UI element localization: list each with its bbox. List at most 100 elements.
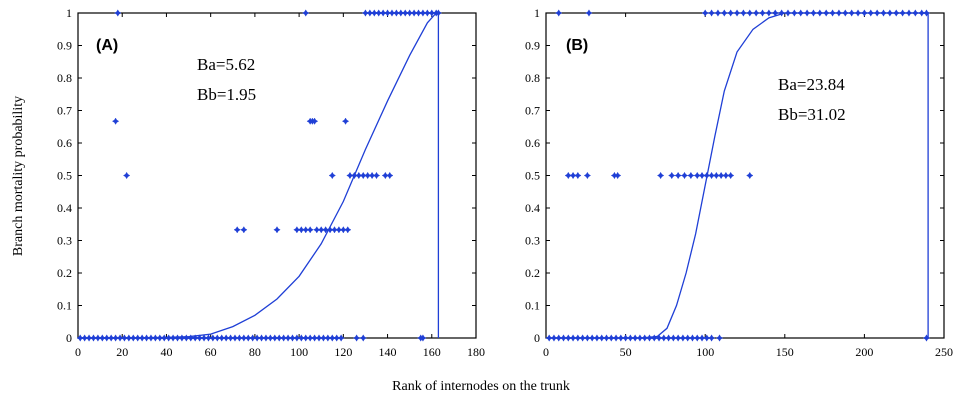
data-point [668, 171, 676, 180]
data-point [922, 334, 931, 342]
data-point [284, 334, 292, 342]
data-point [235, 334, 243, 342]
data-point [873, 9, 881, 17]
data-point [714, 9, 722, 17]
y-tick-label: 0.8 [525, 71, 540, 85]
x-tick-label: 140 [379, 345, 397, 359]
data-point [231, 334, 239, 342]
data-point [326, 226, 334, 234]
data-point [765, 9, 773, 17]
data-point [302, 334, 310, 342]
data-point [778, 9, 786, 17]
data-point [564, 171, 572, 180]
data-point [209, 334, 217, 342]
data-point [200, 334, 208, 342]
data-point [330, 226, 339, 234]
data-point [693, 171, 701, 180]
data-point [410, 9, 418, 17]
data-point [375, 9, 383, 17]
data-point [428, 9, 436, 17]
y-tick-label: 0.7 [57, 104, 72, 118]
data-point [112, 117, 120, 125]
panel-label: (B) [566, 37, 588, 54]
data-point [134, 334, 142, 342]
data-point [366, 9, 374, 17]
data-point [669, 334, 677, 342]
data-point [169, 334, 177, 342]
x-tick-label: 250 [935, 345, 953, 359]
data-point [684, 334, 692, 342]
data-point [828, 9, 837, 17]
data-point [103, 334, 111, 342]
y-tick-label: 0.8 [57, 71, 72, 85]
data-point [698, 171, 706, 180]
data-point [727, 171, 735, 180]
data-point [712, 171, 720, 180]
data-point [879, 9, 888, 17]
data-point [116, 334, 124, 342]
parameter-annotation: Bb=31.02 [778, 105, 846, 124]
data-point [660, 334, 668, 342]
data-point [707, 334, 716, 342]
x-tick-label: 180 [467, 345, 485, 359]
data-point [388, 9, 396, 17]
data-point [636, 334, 644, 342]
data-point [899, 9, 907, 17]
data-point [253, 334, 261, 342]
y-tick-label: 0.1 [57, 299, 72, 313]
data-point [848, 9, 856, 17]
data-point [918, 9, 926, 17]
parameter-annotation: Ba=5.62 [197, 55, 255, 74]
data-point [151, 334, 159, 342]
data-point [641, 334, 649, 342]
y-tick-label: 0.7 [525, 104, 540, 118]
data-point [165, 334, 173, 342]
data-point [720, 9, 728, 17]
y-tick-label: 1 [534, 6, 540, 20]
data-point [249, 334, 257, 342]
data-point [123, 171, 131, 180]
data-point [386, 171, 394, 180]
data-point [585, 9, 593, 17]
data-point [559, 334, 568, 342]
data-point [707, 171, 716, 180]
y-tick-label: 1 [66, 6, 72, 20]
y-tick-label: 0.9 [525, 39, 540, 53]
data-point [717, 171, 725, 180]
data-point [322, 226, 330, 234]
data-point [240, 334, 248, 342]
data-point [147, 334, 155, 342]
data-point [187, 334, 195, 342]
data-point [784, 9, 792, 17]
x-tick-label: 60 [205, 345, 217, 359]
data-point [328, 171, 336, 180]
data-point [809, 9, 818, 17]
data-point [657, 171, 665, 180]
data-point [233, 226, 241, 234]
data-point [419, 334, 427, 342]
y-tick-label: 0.6 [525, 136, 540, 150]
data-point [674, 334, 682, 342]
data-point [703, 334, 711, 342]
data-point [423, 9, 431, 17]
data-point [85, 334, 93, 342]
data-point [359, 171, 367, 180]
data-point [341, 117, 350, 125]
data-point [266, 334, 274, 342]
y-tick-label: 0.3 [525, 234, 540, 248]
data-point [107, 334, 115, 342]
data-point [350, 171, 358, 180]
data-point [555, 334, 563, 342]
data-point [419, 9, 427, 17]
data-point [129, 334, 137, 342]
data-point [191, 334, 199, 342]
data-point [631, 334, 639, 342]
data-point [364, 171, 372, 180]
data-point [687, 171, 695, 180]
data-point [569, 334, 577, 342]
data-point [698, 334, 706, 342]
data-point [142, 334, 151, 342]
data-point [359, 334, 367, 342]
data-point [156, 334, 164, 342]
